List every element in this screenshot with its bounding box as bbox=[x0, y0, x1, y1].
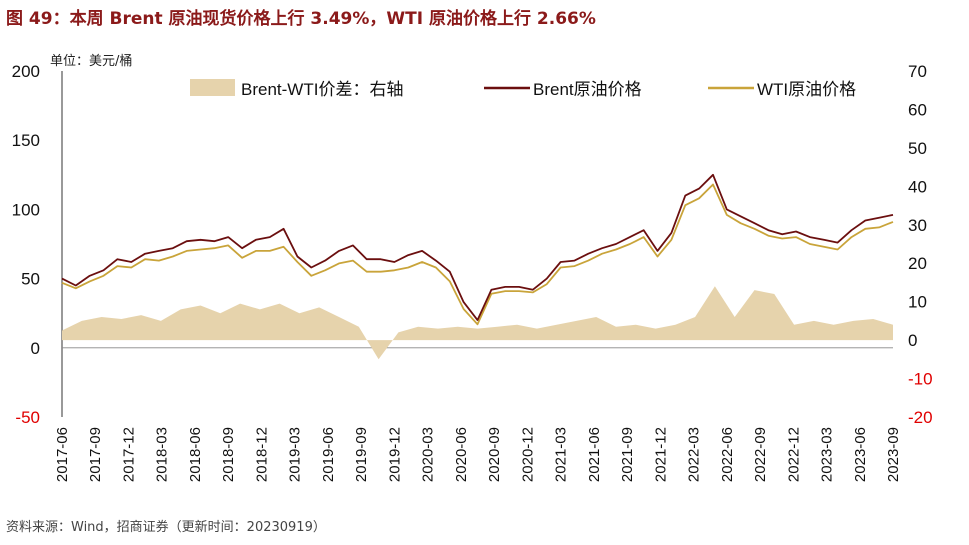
series-wti-line bbox=[61, 183, 894, 326]
x-tick-label: 2021-03 bbox=[553, 427, 570, 482]
x-tick-label: 2022-12 bbox=[785, 427, 802, 482]
y-axis-left: 200 150 100 50 0 -50 bbox=[12, 62, 40, 427]
y-left-tick-label: 0 bbox=[31, 339, 40, 358]
y-right-tick-label: 10 bbox=[908, 293, 927, 312]
y-left-tick-label: 150 bbox=[12, 131, 40, 150]
x-tick-label: 2021-09 bbox=[619, 427, 636, 482]
x-tick-label: 2020-06 bbox=[453, 427, 470, 482]
y-right-tick-label: -20 bbox=[908, 408, 933, 427]
y-left-tick-label: -50 bbox=[15, 408, 40, 427]
x-tick-label: 2020-12 bbox=[519, 427, 536, 482]
series-brent-line bbox=[61, 173, 894, 322]
x-tick-label: 2018-09 bbox=[220, 427, 237, 482]
y-left-tick-label: 100 bbox=[12, 200, 40, 219]
y-left-tick-label: 50 bbox=[21, 270, 40, 289]
y-axis-right: 70 60 50 40 30 20 10 0 -10 -20 bbox=[908, 62, 933, 427]
y-left-tick-label: 200 bbox=[12, 62, 40, 81]
x-tick-label: 2019-09 bbox=[353, 427, 370, 482]
x-tick-label: 2020-09 bbox=[486, 427, 503, 482]
plot-area bbox=[61, 71, 893, 417]
x-tick-label: 2020-03 bbox=[420, 427, 437, 482]
x-tick-label: 2022-06 bbox=[719, 427, 736, 482]
x-tick-label: 2019-12 bbox=[386, 427, 403, 482]
legend-label-wti: WTI原油价格 bbox=[757, 80, 856, 99]
legend: Brent-WTI价差：右轴 Brent原油价格 WTI原油价格 bbox=[190, 79, 856, 99]
x-tick-label: 2023-03 bbox=[819, 427, 836, 482]
x-tick-label: 2017-12 bbox=[121, 427, 138, 482]
y-right-tick-label: -10 bbox=[908, 370, 933, 389]
x-tick-label: 2021-06 bbox=[586, 427, 603, 482]
spread-area-layer bbox=[62, 286, 893, 360]
y-right-tick-label: 50 bbox=[908, 139, 927, 158]
x-axis: 2017-06 2017-09 2017-12 2018-03 2018-06 2018-… bbox=[54, 427, 902, 482]
x-tick-label: 2021-12 bbox=[652, 427, 669, 482]
y-right-tick-label: 0 bbox=[908, 331, 917, 350]
x-tick-label: 2018-12 bbox=[253, 427, 270, 482]
x-tick-label: 2019-03 bbox=[287, 427, 304, 482]
legend-label-brent: Brent原油价格 bbox=[533, 80, 642, 99]
x-tick-label: 2022-03 bbox=[686, 427, 703, 482]
legend-swatch-spread bbox=[190, 79, 235, 96]
legend-label-spread: Brent-WTI价差：右轴 bbox=[241, 80, 403, 99]
y-right-tick-label: 30 bbox=[908, 216, 927, 235]
chart-title: 图 49：本周 Brent 原油现货价格上行 3.49%，WTI 原油价格上行 … bbox=[6, 9, 596, 29]
price-lines-layer bbox=[61, 173, 894, 326]
x-tick-label: 2023-06 bbox=[852, 427, 869, 482]
y-right-tick-label: 20 bbox=[908, 254, 927, 273]
x-tick-label: 2017-09 bbox=[87, 427, 104, 482]
x-tick-label: 2018-06 bbox=[187, 427, 204, 482]
y-right-tick-label: 60 bbox=[908, 100, 927, 119]
y-right-tick-label: 40 bbox=[908, 177, 927, 196]
x-tick-label: 2019-06 bbox=[320, 427, 337, 482]
source-note: 资料来源：Wind，招商证券（更新时间：20230919） bbox=[6, 520, 326, 535]
unit-label: 单位：美元/桶 bbox=[50, 54, 133, 69]
x-tick-label: 2022-09 bbox=[752, 427, 769, 482]
x-tick-label: 2023-09 bbox=[885, 427, 902, 482]
x-tick-label: 2017-06 bbox=[54, 427, 71, 482]
x-tick-label: 2018-03 bbox=[154, 427, 171, 482]
y-right-tick-label: 70 bbox=[908, 62, 927, 81]
series-spread-area bbox=[62, 286, 893, 360]
